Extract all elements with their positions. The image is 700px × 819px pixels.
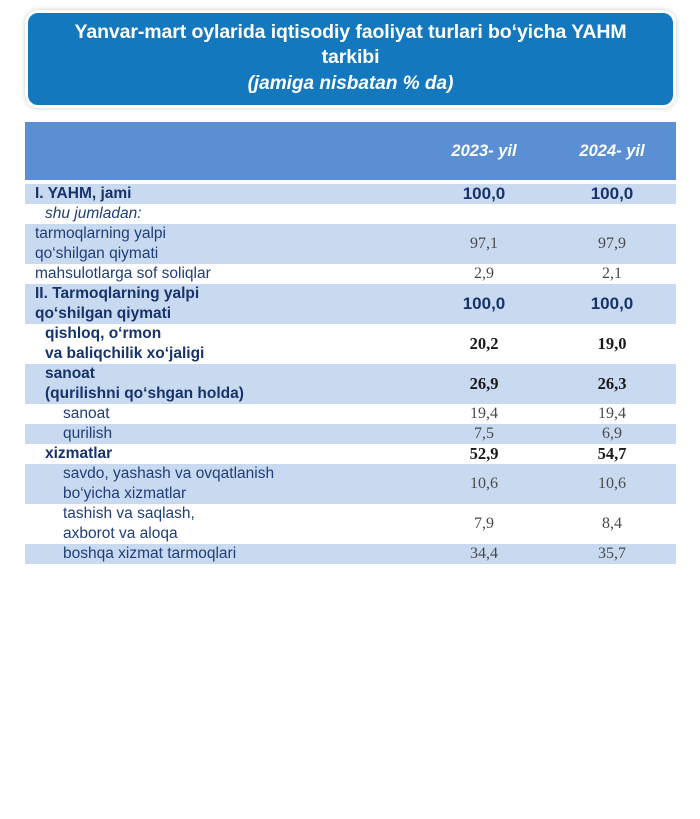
table-row: tarmoqlarning yalpi qo‘shilgan qiymati 97… xyxy=(25,224,676,264)
table-row: II. Tarmoqlarning yalpi qo‘shilgan qiyma… xyxy=(25,284,676,324)
row-label: tashish va saqlash, axborot va aloqa xyxy=(25,504,420,544)
row-value-2024: 54,7 xyxy=(548,444,676,464)
row-value-2023: 7,5 xyxy=(420,424,548,444)
row-value-2024: 35,7 xyxy=(548,544,676,564)
table-header: 2023- yil 2024- yil xyxy=(25,122,676,180)
table-row: qurilish 7,5 6,9 xyxy=(25,424,676,444)
row-label: xizmatlar xyxy=(25,444,420,464)
column-header-2023: 2023- yil xyxy=(420,122,548,180)
row-value-2023: 100,0 xyxy=(420,284,548,324)
row-value-2023 xyxy=(420,204,548,224)
row-value-2024: 6,9 xyxy=(548,424,676,444)
column-header-2024: 2024- yil xyxy=(548,122,676,180)
row-label: I. YAHM, jami xyxy=(25,184,420,204)
table-row: sanoat (qurilishni qo‘shgan holda) 26,9 26… xyxy=(25,364,676,404)
table-row: xizmatlar 52,9 54,7 xyxy=(25,444,676,464)
row-value-2024: 19,4 xyxy=(548,404,676,424)
table-spacer xyxy=(25,180,676,184)
table-row: tashish va saqlash, axborot va aloqa 7,9 8… xyxy=(25,504,676,544)
table-row: savdo, yashash va ovqatlanish bo‘yicha x… xyxy=(25,464,676,504)
table-spacer-cell xyxy=(25,180,676,184)
row-value-2023: 100,0 xyxy=(420,184,548,204)
row-value-2023: 7,9 xyxy=(420,504,548,544)
row-label: sanoat (qurilishni qo‘shgan holda) xyxy=(25,364,420,404)
row-value-2023: 20,2 xyxy=(420,324,548,364)
row-value-2023: 19,4 xyxy=(420,404,548,424)
row-value-2024: 2,1 xyxy=(548,264,676,284)
row-value-2023: 26,9 xyxy=(420,364,548,404)
table-row: boshqa xizmat tarmoqlari 34,4 35,7 xyxy=(25,544,676,564)
table-row: I. YAHM, jami 100,0 100,0 xyxy=(25,184,676,204)
row-value-2024: 97,9 xyxy=(548,224,676,264)
row-value-2023: 34,4 xyxy=(420,544,548,564)
page-title: Yanvar-mart oylarida iqtisodiy faoliyat … xyxy=(74,21,627,68)
row-value-2024: 26,3 xyxy=(548,364,676,404)
table-row: qishloq, o‘rmon va baliqchilik xo‘jaligi… xyxy=(25,324,676,364)
row-label: tarmoqlarning yalpi qo‘shilgan qiymati xyxy=(25,224,420,264)
row-value-2023: 52,9 xyxy=(420,444,548,464)
title-banner: Yanvar-mart oylarida iqtisodiy faoliyat … xyxy=(25,10,676,108)
row-value-2024: 10,6 xyxy=(548,464,676,504)
row-value-2024: 100,0 xyxy=(548,284,676,324)
column-header-label xyxy=(25,122,420,180)
row-label: mahsulotlarga sof soliqlar xyxy=(25,264,420,284)
row-label: sanoat xyxy=(25,404,420,424)
row-value-2024: 8,4 xyxy=(548,504,676,544)
row-label: qurilish xyxy=(25,424,420,444)
row-value-2024: 100,0 xyxy=(548,184,676,204)
row-value-2024 xyxy=(548,204,676,224)
row-label: II. Tarmoqlarning yalpi qo‘shilgan qiyma… xyxy=(25,284,420,324)
row-value-2024: 19,0 xyxy=(548,324,676,364)
row-label: shu jumladan: xyxy=(25,204,420,224)
row-label: savdo, yashash va ovqatlanish bo‘yicha x… xyxy=(25,464,420,504)
table-row: sanoat 19,4 19,4 xyxy=(25,404,676,424)
row-value-2023: 2,9 xyxy=(420,264,548,284)
yahm-structure-table: 2023- yil 2024- yil I. YAHM, jami 100,0 10… xyxy=(25,122,676,564)
row-value-2023: 10,6 xyxy=(420,464,548,504)
table-row: shu jumladan: xyxy=(25,204,676,224)
page-subtitle: (jamiga nisbatan % da) xyxy=(247,73,454,94)
row-value-2023: 97,1 xyxy=(420,224,548,264)
table-row: mahsulotlarga sof soliqlar 2,9 2,1 xyxy=(25,264,676,284)
table-body: I. YAHM, jami 100,0 100,0 shu jumladan: tarm… xyxy=(25,180,676,564)
row-label: qishloq, o‘rmon va baliqchilik xo‘jaligi xyxy=(25,324,420,364)
table-header-row: 2023- yil 2024- yil xyxy=(25,122,676,180)
row-label: boshqa xizmat tarmoqlari xyxy=(25,544,420,564)
